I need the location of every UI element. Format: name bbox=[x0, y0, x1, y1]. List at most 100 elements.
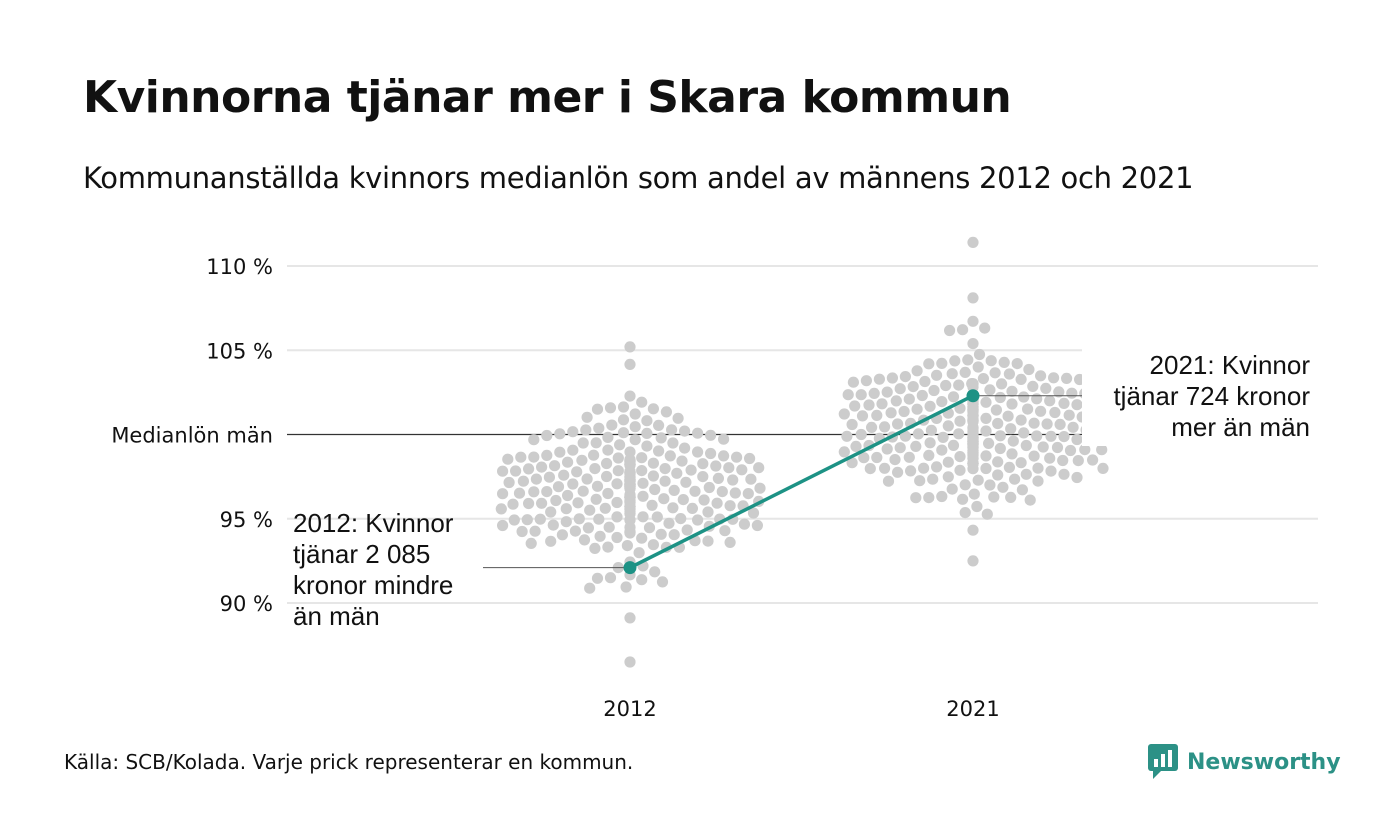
municipality-dot-2021 bbox=[1028, 450, 1040, 462]
municipality-dot-2021 bbox=[882, 475, 895, 487]
municipality-dot-2012 bbox=[641, 415, 653, 427]
municipality-dot-2021 bbox=[911, 403, 923, 415]
municipality-dot-2012 bbox=[547, 519, 559, 531]
municipality-dot-2012 bbox=[567, 426, 579, 438]
municipality-dot-2012 bbox=[629, 421, 641, 433]
municipality-dot-2012 bbox=[611, 478, 623, 490]
chart-title: Kvinnorna tjänar mer i Skara kommun bbox=[83, 72, 1012, 123]
municipality-dot-2021 bbox=[940, 379, 952, 392]
municipality-dot-2021 bbox=[972, 474, 984, 486]
municipality-dot-2012 bbox=[703, 481, 715, 494]
municipality-dot-2012 bbox=[584, 504, 596, 516]
municipality-dot-2021 bbox=[992, 417, 1004, 430]
municipality-dot-2012 bbox=[692, 446, 704, 458]
municipality-dot-2021 bbox=[959, 366, 971, 378]
municipality-dot-2021 bbox=[1032, 462, 1044, 474]
municipality-dot-2021 bbox=[980, 425, 992, 437]
municipality-dot-2021 bbox=[936, 444, 948, 456]
municipality-dot-2021 bbox=[984, 384, 996, 396]
municipality-dot-2012 bbox=[718, 450, 730, 462]
brand-name: Newsworthy bbox=[1187, 749, 1341, 775]
municipality-dot-2012 bbox=[655, 432, 667, 444]
municipality-dot-2021 bbox=[957, 324, 969, 336]
municipality-dot-2021 bbox=[1044, 395, 1056, 407]
municipality-dot-2021 bbox=[946, 483, 958, 495]
municipality-dot-2012 bbox=[649, 483, 661, 496]
municipality-dot-2012 bbox=[668, 529, 680, 541]
municipality-dot-2012 bbox=[581, 473, 593, 485]
municipality-dot-2012 bbox=[692, 427, 704, 439]
municipality-dot-2021 bbox=[924, 400, 936, 412]
municipality-dot-2012 bbox=[507, 498, 519, 510]
municipality-dot-2012 bbox=[711, 497, 723, 509]
municipality-dot-2021 bbox=[942, 471, 954, 483]
municipality-dot-2012 bbox=[581, 411, 593, 423]
municipality-dot-2012 bbox=[636, 452, 648, 464]
municipality-dot-2012 bbox=[651, 511, 663, 523]
annotation-2012-line-2: tjänar 2 085 bbox=[293, 539, 430, 569]
municipality-dot-2021 bbox=[967, 463, 979, 475]
municipality-dot-2012 bbox=[602, 431, 614, 443]
municipality-dot-2012 bbox=[636, 574, 648, 586]
municipality-dot-2021 bbox=[1037, 441, 1049, 453]
municipality-dot-2012 bbox=[593, 513, 605, 525]
municipality-dot-2021 bbox=[1054, 418, 1066, 430]
municipality-dot-2012 bbox=[571, 466, 583, 478]
municipality-dot-2012 bbox=[751, 519, 764, 532]
municipality-dot-2012 bbox=[617, 401, 630, 413]
municipality-dot-2012 bbox=[550, 494, 562, 507]
municipality-dot-2021 bbox=[967, 555, 979, 567]
municipality-dot-2021 bbox=[968, 488, 980, 500]
municipality-dot-2012 bbox=[667, 502, 679, 514]
annotation-leaders bbox=[483, 395, 1082, 569]
newsworthy-logo: Newsworthy bbox=[1148, 744, 1341, 780]
annotation-2012-line-4: än män bbox=[293, 601, 380, 631]
municipality-dot-2012 bbox=[497, 488, 509, 500]
municipality-dot-2012 bbox=[633, 547, 645, 559]
municipality-dot-2012 bbox=[656, 576, 669, 588]
municipality-dot-2012 bbox=[641, 427, 653, 439]
municipality-dot-2021 bbox=[967, 315, 979, 327]
municipality-dot-2021 bbox=[903, 393, 915, 405]
municipality-dot-2021 bbox=[979, 322, 991, 334]
municipality-dot-2021 bbox=[881, 386, 893, 398]
municipality-dot-2021 bbox=[899, 371, 912, 383]
municipality-dot-2012 bbox=[521, 514, 533, 526]
municipality-dot-2012 bbox=[649, 566, 661, 578]
municipality-dot-2012 bbox=[590, 437, 602, 449]
municipality-dot-2012 bbox=[641, 440, 653, 452]
municipality-dot-2012 bbox=[517, 475, 530, 487]
municipality-dot-2012 bbox=[536, 461, 548, 473]
municipality-dot-2012 bbox=[747, 507, 760, 519]
x-tick-label-2012: 2012 bbox=[603, 697, 656, 721]
highlight-point-2021 bbox=[966, 389, 980, 403]
municipality-dot-2012 bbox=[653, 419, 665, 431]
municipality-dot-2021 bbox=[1006, 398, 1018, 410]
municipality-dot-2012 bbox=[617, 427, 630, 439]
municipality-dot-2021 bbox=[838, 408, 850, 420]
municipality-dot-2021 bbox=[1020, 468, 1032, 480]
municipality-dot-2012 bbox=[668, 484, 680, 496]
municipality-dot-2012 bbox=[541, 449, 553, 461]
municipality-dot-2012 bbox=[528, 486, 540, 498]
municipality-dot-2021 bbox=[1006, 385, 1018, 397]
municipality-dot-2021 bbox=[1066, 387, 1078, 399]
municipality-dot-2012 bbox=[698, 494, 710, 506]
municipality-dot-2012 bbox=[549, 460, 561, 472]
municipality-dot-2012 bbox=[731, 451, 743, 463]
municipality-dot-2012 bbox=[680, 476, 692, 488]
municipality-dot-2021 bbox=[886, 372, 899, 384]
chart-subtitle: Kommunanställda kvinnors medianlön som a… bbox=[83, 161, 1194, 195]
newsworthy-logo-icon bbox=[1148, 744, 1178, 779]
municipality-dot-2012 bbox=[591, 572, 604, 584]
municipality-dot-2021 bbox=[994, 391, 1006, 404]
municipality-dot-2021 bbox=[914, 475, 926, 487]
annotation-2021-line-3: mer än män bbox=[1171, 412, 1310, 442]
municipality-dot-2012 bbox=[611, 511, 623, 523]
municipality-dot-2021 bbox=[947, 391, 960, 403]
municipality-dot-2021 bbox=[1067, 421, 1079, 433]
y-tick-label-95: 95 % bbox=[220, 508, 273, 532]
municipality-dot-2012 bbox=[636, 396, 648, 408]
municipality-dot-2021 bbox=[980, 396, 992, 408]
